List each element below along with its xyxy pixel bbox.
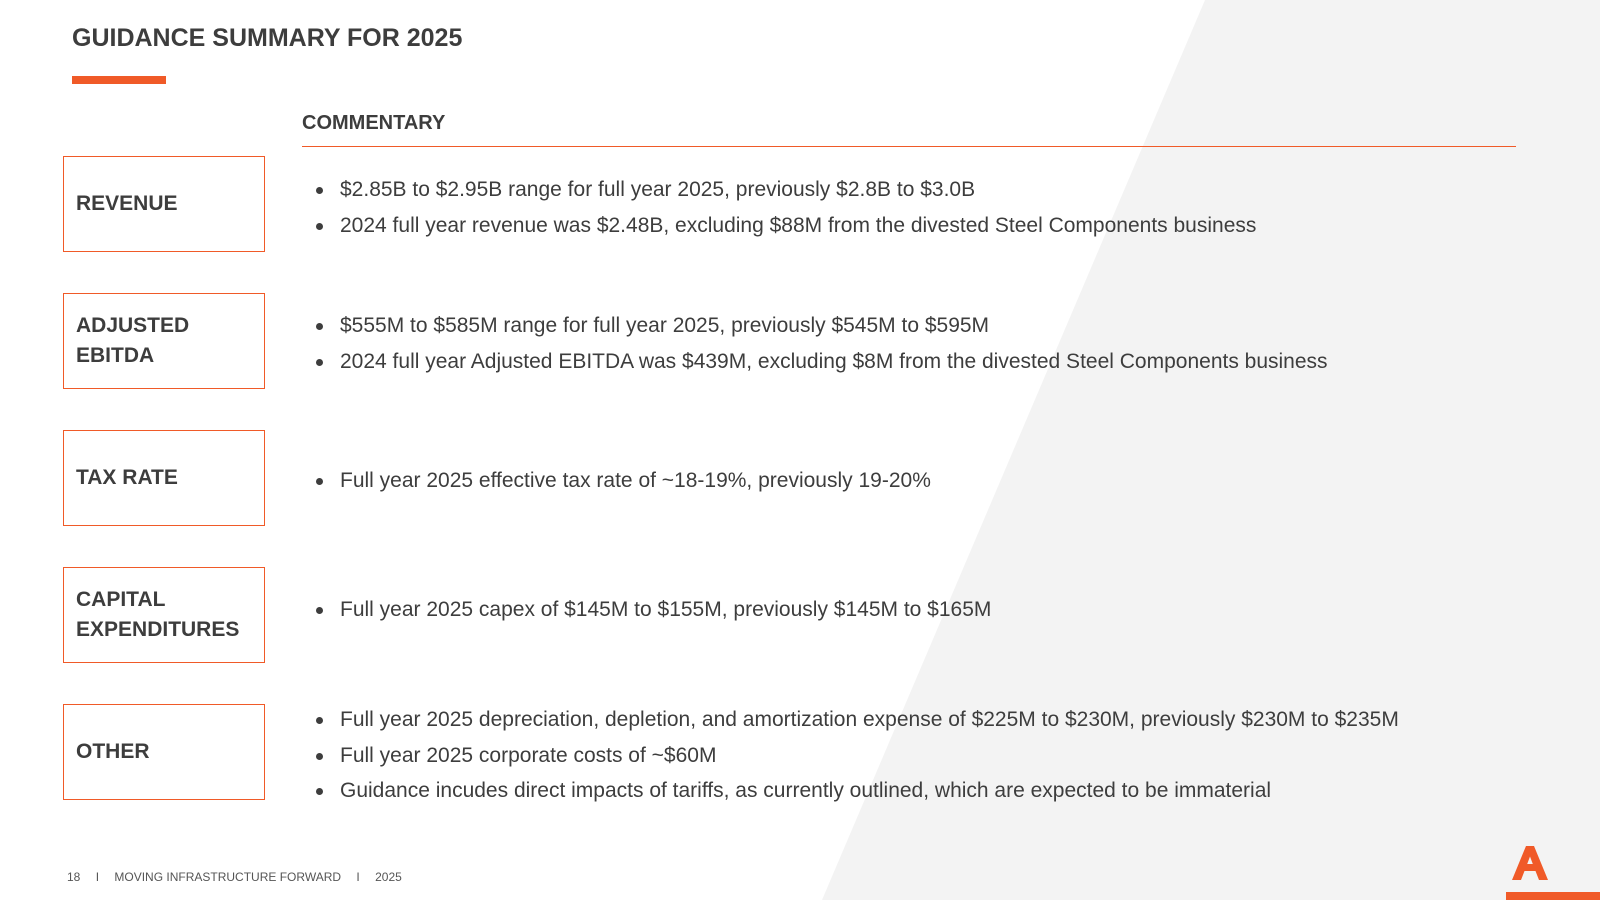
adjusted-ebitda-label: ADJUSTED EBITDA: [76, 314, 190, 367]
revenue-bullet: 2024 full year revenue was $2.48B, exclu…: [314, 208, 1256, 244]
slide-title: GUIDANCE SUMMARY FOR 2025: [72, 24, 463, 52]
commentary-divider: [302, 146, 1516, 147]
corner-accent-bar: [1506, 892, 1600, 900]
company-a-logo-icon: [1512, 846, 1548, 880]
other-bullet: Full year 2025 corporate costs of ~$60M: [314, 738, 1399, 774]
capital-expenditures-commentary-list: Full year 2025 capex of $145M to $155M, …: [314, 592, 991, 628]
other-bullet: Guidance incudes direct impacts of tarif…: [314, 773, 1399, 809]
title-underline: [72, 76, 166, 84]
adjusted-ebitda-bullet: $555M to $585M range for full year 2025,…: [314, 308, 1328, 344]
footer-tagline: MOVING INFRASTRUCTURE FORWARD: [114, 870, 342, 884]
commentary-header: COMMENTARY: [302, 112, 446, 134]
revenue-commentary-list: $2.85B to $2.95B range for full year 202…: [314, 172, 1256, 243]
tax-rate-bullet: Full year 2025 effective tax rate of ~18…: [314, 463, 931, 499]
other-label: OTHER: [76, 740, 150, 763]
revenue-label-box: REVENUE: [63, 156, 265, 252]
other-bullet: Full year 2025 depreciation, depletion, …: [314, 702, 1399, 738]
other-commentary-list: Full year 2025 depreciation, depletion, …: [314, 702, 1399, 809]
footer-separator: I: [95, 870, 100, 884]
capital-expenditures-bullet: Full year 2025 capex of $145M to $155M, …: [314, 592, 991, 628]
capital-expenditures-label: CAPITAL EXPENDITURES: [76, 588, 240, 641]
tax-rate-commentary-list: Full year 2025 effective tax rate of ~18…: [314, 463, 931, 499]
adjusted-ebitda-commentary-list: $555M to $585M range for full year 2025,…: [314, 308, 1328, 379]
page-number: 18: [67, 870, 81, 884]
footer-year: 2025: [375, 870, 402, 884]
tax-rate-label-box: TAX RATE: [63, 430, 265, 526]
revenue-bullet: $2.85B to $2.95B range for full year 202…: [314, 172, 1256, 208]
adjusted-ebitda-label-box: ADJUSTED EBITDA: [63, 293, 265, 389]
tax-rate-label: TAX RATE: [76, 466, 178, 489]
revenue-label: REVENUE: [76, 192, 178, 215]
footer-separator: I: [356, 870, 360, 884]
slide-footer: 18 I MOVING INFRASTRUCTURE FORWARD I 202…: [67, 870, 402, 884]
capital-expenditures-label-box: CAPITAL EXPENDITURES: [63, 567, 265, 663]
other-label-box: OTHER: [63, 704, 265, 800]
adjusted-ebitda-bullet: 2024 full year Adjusted EBITDA was $439M…: [314, 344, 1328, 380]
